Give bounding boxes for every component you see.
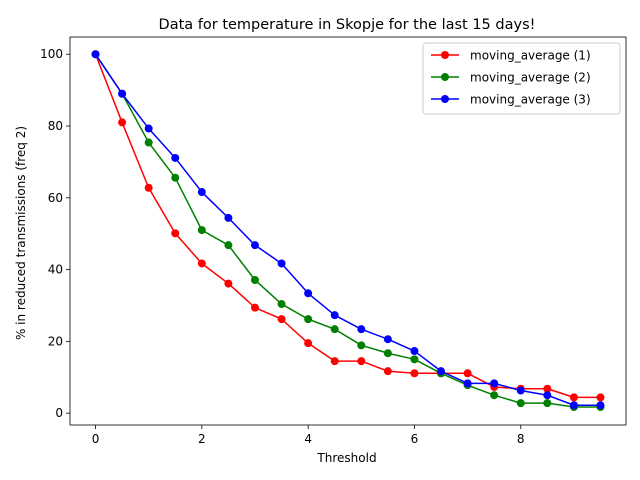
legend-box: [422, 42, 621, 115]
y-tick-label: 0: [55, 406, 63, 420]
x-tick-label: 2: [198, 432, 206, 446]
legend: moving_average (1) moving_average (2) movi…: [422, 42, 621, 115]
data-point: [171, 229, 180, 238]
x-axis-label: Threshold: [316, 451, 376, 465]
data-point: [197, 226, 206, 235]
legend-label: moving_average (2): [470, 71, 591, 85]
data-point: [144, 138, 153, 147]
data-point: [224, 241, 233, 250]
data-point: [463, 369, 472, 378]
data-point: [410, 347, 419, 356]
series-line: [94, 53, 601, 408]
data-point: [197, 188, 206, 197]
data-point: [224, 213, 233, 222]
data-point: [144, 183, 153, 192]
data-point: [304, 315, 313, 324]
chart-title: Data for temperature in Skopje for the l…: [159, 17, 536, 33]
legend-entry: moving_average (3): [431, 93, 591, 107]
data-point: [463, 379, 472, 388]
data-point: [250, 241, 259, 250]
data-point: [144, 124, 153, 133]
data-point: [330, 311, 339, 320]
data-point: [118, 118, 127, 127]
data-point: [596, 401, 605, 410]
data-point: [516, 399, 525, 408]
data-point: [197, 259, 206, 268]
data-point: [516, 386, 525, 395]
data-point: [357, 325, 366, 334]
x-tick-label: 6: [411, 432, 419, 446]
data-point: [224, 279, 233, 288]
legend-label: moving_average (1): [470, 49, 591, 63]
data-point: [357, 357, 366, 366]
x-tick-label: 4: [304, 432, 312, 446]
data-point: [543, 384, 552, 393]
legend-marker: [441, 73, 449, 81]
data-point: [596, 393, 605, 402]
series-3: [91, 50, 605, 410]
data-point: [330, 325, 339, 334]
x-tick-label: 0: [92, 432, 100, 446]
data-point: [357, 341, 366, 350]
data-point: [437, 367, 446, 376]
y-tick-label: 80: [48, 119, 63, 133]
legend-marker: [441, 95, 449, 103]
data-point: [410, 355, 419, 364]
data-point: [304, 339, 313, 348]
data-point: [569, 401, 578, 410]
data-point: [250, 275, 259, 284]
data-point: [490, 379, 499, 388]
data-point: [277, 259, 286, 268]
data-point: [171, 173, 180, 182]
data-point: [91, 50, 100, 59]
data-point: [490, 391, 499, 400]
y-tick-label: 100: [40, 47, 63, 61]
data-point: [277, 300, 286, 309]
series-line: [94, 53, 601, 399]
data-point: [118, 89, 127, 98]
data-point: [383, 335, 392, 344]
axes-frame: [69, 36, 627, 426]
data-point: [410, 369, 419, 378]
data-point: [304, 289, 313, 298]
data-point: [543, 399, 552, 408]
data-point: [330, 357, 339, 366]
data-point: [383, 349, 392, 358]
legend-label: moving_average (3): [470, 93, 591, 107]
legend-entry: moving_average (2): [431, 71, 591, 85]
y-tick-label: 40: [48, 263, 63, 277]
legend-entry: moving_average (1): [431, 49, 591, 63]
series-line: [94, 53, 601, 407]
y-axis-label: % in reduced transmissions (freq 2): [14, 126, 28, 340]
data-point: [277, 315, 286, 324]
y-tick-label: 20: [48, 334, 63, 348]
data-point: [569, 393, 578, 402]
data-point: [250, 303, 259, 312]
legend-marker: [441, 51, 449, 59]
data-point: [383, 367, 392, 376]
data-point: [543, 391, 552, 400]
y-tick-label: 60: [48, 191, 63, 205]
data-point: [171, 153, 180, 162]
x-tick-label: 8: [517, 432, 525, 446]
